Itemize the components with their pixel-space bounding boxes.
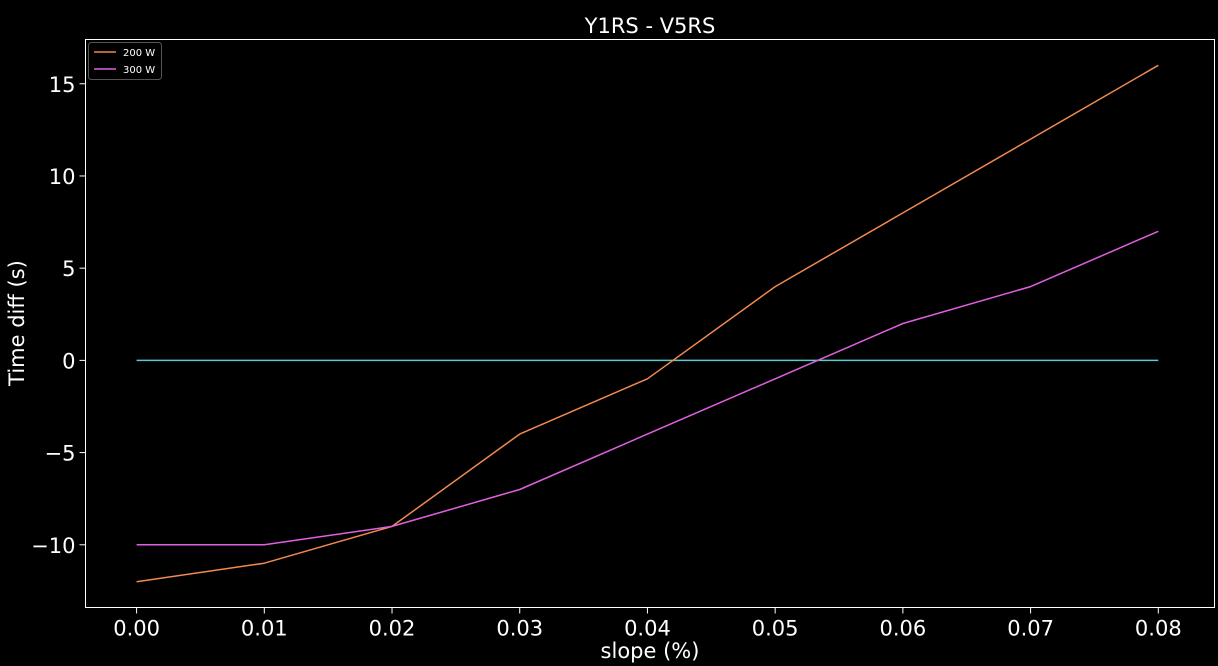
x-tick-label: 0.06 — [879, 617, 926, 641]
plot-frame — [85, 39, 1215, 608]
x-tick-label: 0.01 — [241, 617, 288, 641]
legend-label-200w: 200 W — [123, 48, 155, 59]
y-axis-label: Time diff (s) — [5, 260, 29, 387]
x-tick-label: 0.04 — [624, 617, 671, 641]
y-tick-label: 10 — [49, 165, 76, 189]
x-axis-label: slope (%) — [601, 639, 700, 663]
y-tick-label: −10 — [31, 534, 75, 558]
y-tick-label: −5 — [45, 442, 76, 466]
x-tick-label: 0.08 — [1135, 617, 1182, 641]
plot-area — [136, 64, 1159, 583]
chart-title: Y1RS - V5RS — [584, 14, 716, 38]
legend-label-300w: 300 W — [123, 65, 155, 76]
x-tick-label: 0.05 — [752, 617, 799, 641]
y-axis-ticks: −10 −5 0 5 10 15 — [31, 73, 86, 558]
x-tick-label: 0.03 — [496, 617, 543, 641]
x-axis-ticks: 0.00 0.01 0.02 0.03 0.04 0.05 0.06 0.07 0.08 — [113, 607, 1182, 641]
y-tick-label: 5 — [62, 257, 75, 281]
y-tick-label: 15 — [49, 73, 76, 97]
legend: 200 W 300 W — [88, 42, 162, 80]
x-tick-label: 0.00 — [113, 617, 160, 641]
y-tick-label: 0 — [62, 349, 75, 373]
x-tick-label: 0.02 — [369, 617, 416, 641]
x-tick-label: 0.07 — [1007, 617, 1054, 641]
